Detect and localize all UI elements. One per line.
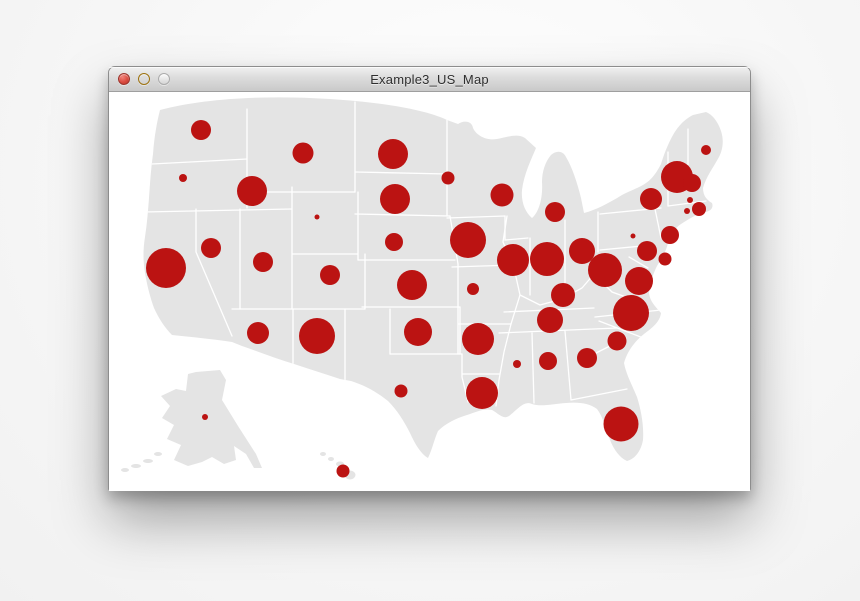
bubble-KY [551, 283, 575, 307]
traffic-light-buttons [118, 67, 170, 91]
bubble-LA [466, 377, 498, 409]
bubble-GA [577, 348, 597, 368]
bubble-MA [687, 197, 693, 203]
bubble-MI [545, 202, 565, 222]
us-bubble-map [121, 97, 723, 480]
bubble-MD [637, 241, 657, 261]
close-button[interactable] [118, 73, 130, 85]
bubble-RI [692, 202, 706, 216]
bubble-IL [497, 244, 529, 276]
alaska-landmass [161, 370, 262, 468]
bubble-WA [191, 120, 211, 140]
map-content-area [109, 92, 750, 491]
bubble-NC [613, 295, 649, 331]
bubble-MN [441, 171, 455, 185]
bubble-KS [397, 270, 427, 300]
aleutian-islands [121, 452, 162, 472]
bubble-ND [378, 139, 408, 169]
bubble-UT [253, 252, 273, 272]
zoom-button[interactable] [158, 73, 170, 85]
minimize-button[interactable] [138, 73, 150, 85]
bubble-TX [394, 384, 408, 398]
bubble-AK [202, 414, 208, 420]
bubble-DE [658, 252, 672, 266]
bubble-AR [462, 323, 494, 355]
app-window: Example3_US_Map [108, 66, 751, 491]
bubble-SD [380, 184, 410, 214]
bubble-TN [537, 307, 563, 333]
bubble-HI [336, 464, 350, 478]
bubble-WV [588, 253, 622, 287]
bubble-VA [625, 267, 653, 295]
bubble-MS [513, 360, 521, 368]
bubble-OH [569, 238, 595, 264]
window-title: Example3_US_Map [370, 71, 489, 87]
bubble-NY [640, 188, 662, 210]
bubble-NJ [661, 226, 679, 244]
bubble-MO [467, 283, 479, 295]
bubble-IA [450, 222, 486, 258]
bubble-AL [539, 352, 557, 370]
bubble-NV [201, 238, 221, 258]
bubble-AZ [247, 322, 269, 344]
bubble-CO [320, 265, 340, 285]
bubble-NM [299, 318, 335, 354]
bubble-IN [530, 242, 564, 276]
hawaii-islands [320, 452, 356, 480]
bubble-WY [314, 214, 320, 220]
bubble-NE [385, 233, 403, 251]
bubble-WI [490, 183, 514, 207]
bubble-SC [607, 331, 627, 351]
bubble-MT [292, 142, 314, 164]
bubble-ME [701, 145, 711, 155]
bubble-OR [179, 174, 187, 182]
bubble-OK [404, 318, 432, 346]
bubble-layer [146, 120, 711, 478]
bubble-PA [630, 233, 636, 239]
bubble-NH [683, 174, 701, 192]
bubble-FL [603, 406, 639, 442]
window-titlebar[interactable]: Example3_US_Map [109, 67, 750, 92]
lower48-landmass [143, 97, 723, 462]
bubble-ID [237, 176, 267, 206]
bubble-CT [684, 208, 690, 214]
bubble-CA [146, 248, 186, 288]
